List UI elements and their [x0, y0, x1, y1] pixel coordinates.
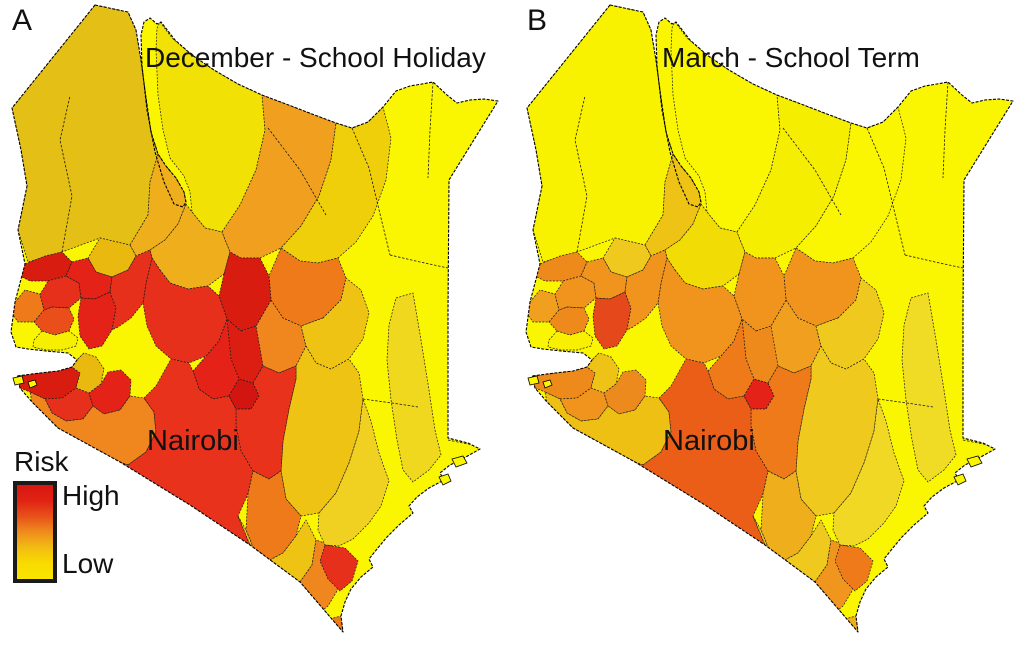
district-meru — [268, 247, 347, 327]
island — [542, 379, 553, 389]
district-border-line — [904, 254, 964, 269]
district-tharaka — [815, 277, 885, 370]
legend-low-label: Low — [62, 548, 114, 579]
district-kisumu — [547, 330, 594, 351]
island — [12, 375, 25, 386]
legend-color-bar — [13, 481, 57, 583]
district-turkana — [11, 5, 159, 263]
district-nandi — [77, 291, 117, 350]
district-mombasa — [834, 544, 874, 592]
district-bomet — [603, 369, 647, 415]
district-border-line — [362, 398, 419, 408]
district-kericho — [624, 249, 668, 331]
island — [953, 473, 967, 486]
district-border-line — [782, 127, 842, 216]
panel-letter-b: B — [527, 4, 548, 37]
district-border-line — [267, 127, 327, 216]
district-border-line — [59, 95, 73, 253]
district-kilifi — [317, 398, 390, 547]
country-outline — [10, 4, 499, 633]
district-tana-river — [901, 292, 957, 483]
district-tana-river — [386, 292, 442, 483]
island — [966, 455, 983, 468]
panel-letter-a: A — [12, 4, 33, 37]
district-border-line — [866, 127, 906, 256]
district-border-line — [942, 81, 949, 179]
city-label-nairobi-march: Nairobi — [663, 425, 755, 457]
district-kajiado — [634, 358, 769, 546]
country-outline — [525, 4, 1014, 633]
island — [451, 455, 468, 468]
district-border-line — [427, 81, 434, 179]
district-makueni — [760, 470, 817, 562]
district-border-line — [574, 95, 588, 253]
district-mombasa — [319, 544, 359, 592]
city-label-nairobi-december: Nairobi — [147, 425, 239, 457]
district-machakos — [750, 365, 812, 480]
district-meru — [783, 247, 862, 327]
district-turkana — [526, 5, 674, 263]
panel-title-december: December - School Holiday — [145, 42, 486, 73]
island — [27, 379, 38, 389]
district-kilifi — [832, 398, 905, 547]
district-kajiado — [119, 358, 254, 546]
district-border-line — [351, 127, 391, 256]
district-border-line — [877, 398, 934, 408]
map-panel-december — [10, 4, 499, 633]
island — [438, 473, 452, 486]
map-panel-march — [525, 4, 1014, 633]
district-kisumu — [32, 330, 79, 351]
district-machakos — [235, 365, 297, 480]
district-tharaka — [300, 277, 370, 370]
panel-title-march: March - School Term — [662, 42, 920, 73]
legend-high-label: High — [62, 480, 120, 511]
district-bomet — [88, 369, 132, 415]
district-kericho — [109, 249, 153, 331]
district-border-line — [389, 254, 449, 269]
district-nandi — [592, 291, 632, 350]
island — [527, 375, 540, 386]
district-makueni — [245, 470, 302, 562]
legend-title: Risk — [14, 446, 69, 477]
